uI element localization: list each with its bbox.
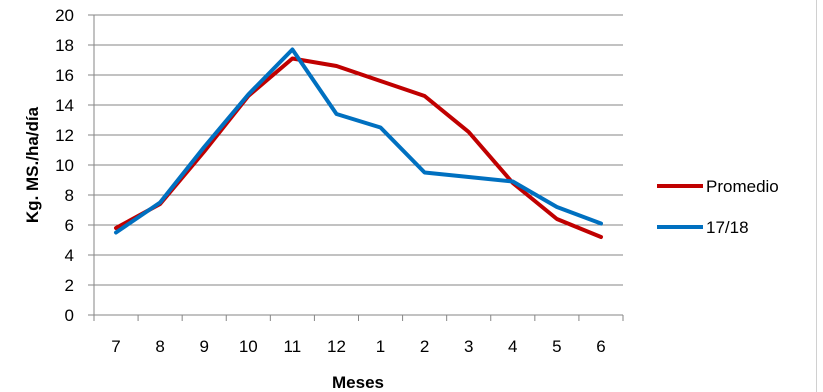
x-tick-label: 8 [155, 337, 164, 356]
x-tick-label: 9 [199, 337, 208, 356]
series-line [114, 56, 603, 239]
gridlines [94, 14, 623, 286]
y-tick-label: 6 [65, 216, 74, 235]
y-tick-label: 2 [65, 276, 74, 295]
legend-label: 17/18 [706, 218, 749, 237]
x-tick-label: 11 [284, 337, 302, 356]
x-tick-label: 10 [239, 337, 258, 356]
x-tick-label: 3 [464, 337, 473, 356]
x-tick-label: 12 [327, 337, 346, 356]
legend-label: Promedio [706, 177, 779, 196]
y-axis-title: Kg. MS./ha/día [23, 106, 42, 223]
y-tick-label: 4 [65, 246, 74, 265]
x-tick-label: 4 [508, 337, 517, 356]
y-tick-label: 14 [55, 96, 74, 115]
series-lines [114, 47, 603, 239]
y-tick-label: 16 [55, 66, 74, 85]
y-tick-label: 12 [55, 126, 74, 145]
right-border [816, 0, 817, 392]
x-tick-label: 6 [596, 337, 605, 356]
y-tick-labels: 0 2 4 6 8 10 12 14 16 18 20 [55, 6, 74, 325]
series-line [114, 47, 603, 235]
y-tick-label: 18 [55, 36, 74, 55]
x-tick-labels: 7 8 9 10 11 12 1 2 3 4 5 6 [111, 337, 605, 356]
legend: Promedio 17/18 [657, 177, 779, 237]
x-axis-title: Meses [332, 373, 384, 392]
y-tick-label: 8 [65, 186, 74, 205]
x-tick-label: 5 [552, 337, 561, 356]
y-tick-label: 10 [55, 156, 74, 175]
axes [88, 14, 624, 321]
x-tick-label: 2 [420, 337, 429, 356]
y-tick-label: 20 [55, 6, 74, 25]
y-tick-label: 0 [65, 306, 74, 325]
x-tick-label: 7 [111, 337, 120, 356]
x-tick-label: 1 [376, 337, 385, 356]
